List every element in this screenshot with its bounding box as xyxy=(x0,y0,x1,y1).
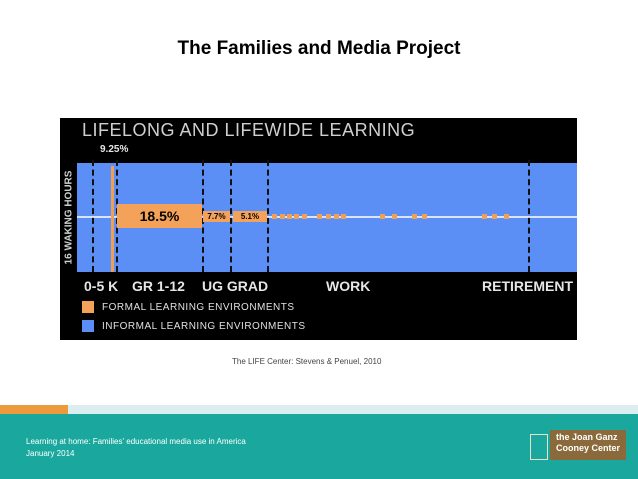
footer-accent-orange xyxy=(0,405,68,414)
boundary-line xyxy=(267,160,269,272)
gr-percentage-label: 18.5% xyxy=(139,208,180,224)
formal-dot xyxy=(341,214,346,219)
diagram-heading: LIFELONG AND LIFEWIDE LEARNING xyxy=(82,120,416,140)
formal-dot xyxy=(280,214,285,219)
formal-dot xyxy=(294,214,299,219)
formal-dot xyxy=(392,214,397,219)
grad-percentage-label: 5.1% xyxy=(240,212,260,221)
formal-dot xyxy=(482,214,487,219)
footer-line-1: Learning at home: Families' educational … xyxy=(26,437,246,446)
legend-informal-swatch xyxy=(82,320,94,332)
stage-label-gr: GR 1-12 xyxy=(132,278,185,294)
formal-dot xyxy=(334,214,339,219)
ug-percentage-label: 7.7% xyxy=(207,212,226,221)
y-axis-label-text: 16 WAKING HOURS xyxy=(63,170,75,265)
formal-dot xyxy=(422,214,427,219)
legend-formal-swatch xyxy=(82,301,94,313)
stage-label-work: WORK xyxy=(326,278,371,294)
formal-dot xyxy=(380,214,385,219)
k-formal-segment xyxy=(111,166,114,272)
stage-label-ug-grad: UG GRAD xyxy=(202,278,269,294)
cooney-center-logo: the Joan Ganz Cooney Center xyxy=(530,428,626,468)
footer-text: Learning at home: Families' educational … xyxy=(26,436,246,460)
figure-caption: The LIFE Center: Stevens & Penuel, 2010 xyxy=(232,357,382,366)
k-percentage-label: 9.25% xyxy=(100,144,129,155)
gr-formal-block: 18.5% xyxy=(117,204,202,228)
formal-dot xyxy=(492,214,497,219)
footer-accent-light xyxy=(68,405,638,414)
formal-dot xyxy=(504,214,509,219)
boundary-line xyxy=(528,160,530,272)
logo-line-1: the Joan Ganz xyxy=(556,432,618,442)
logo-line-2: Cooney Center xyxy=(556,443,621,453)
legend-informal: INFORMAL LEARNING ENVIRONMENTS xyxy=(82,320,306,332)
page-title: The Families and Media Project xyxy=(177,38,461,59)
boundary-line xyxy=(230,160,232,272)
stage-label-retirement: RETIREMENT xyxy=(482,278,573,294)
formal-dot xyxy=(317,214,322,219)
y-axis-label: 16 WAKING HOURS xyxy=(62,163,76,272)
formal-dot xyxy=(302,214,307,219)
legend-formal-label: FORMAL LEARNING ENVIRONMENTS xyxy=(102,301,295,313)
boundary-line xyxy=(92,160,94,272)
footer: Learning at home: Families' educational … xyxy=(0,414,638,479)
logo-wordmark: the Joan Ganz Cooney Center xyxy=(550,430,626,460)
footer-line-2: January 2014 xyxy=(26,449,75,458)
legend-formal: FORMAL LEARNING ENVIRONMENTS xyxy=(82,301,295,313)
stage-label-k: 0-5 K xyxy=(84,278,119,294)
logo-mark-icon xyxy=(530,434,548,460)
formal-dot xyxy=(326,214,331,219)
formal-dot xyxy=(287,214,292,219)
grad-formal-block: 5.1% xyxy=(233,211,267,222)
formal-dot xyxy=(272,214,277,219)
lifelong-learning-diagram: LIFELONG AND LIFEWIDE LEARNING 16 WAKING… xyxy=(60,118,577,340)
ug-formal-block: 7.7% xyxy=(203,211,230,222)
formal-dot xyxy=(412,214,417,219)
legend-informal-label: INFORMAL LEARNING ENVIRONMENTS xyxy=(102,320,306,332)
